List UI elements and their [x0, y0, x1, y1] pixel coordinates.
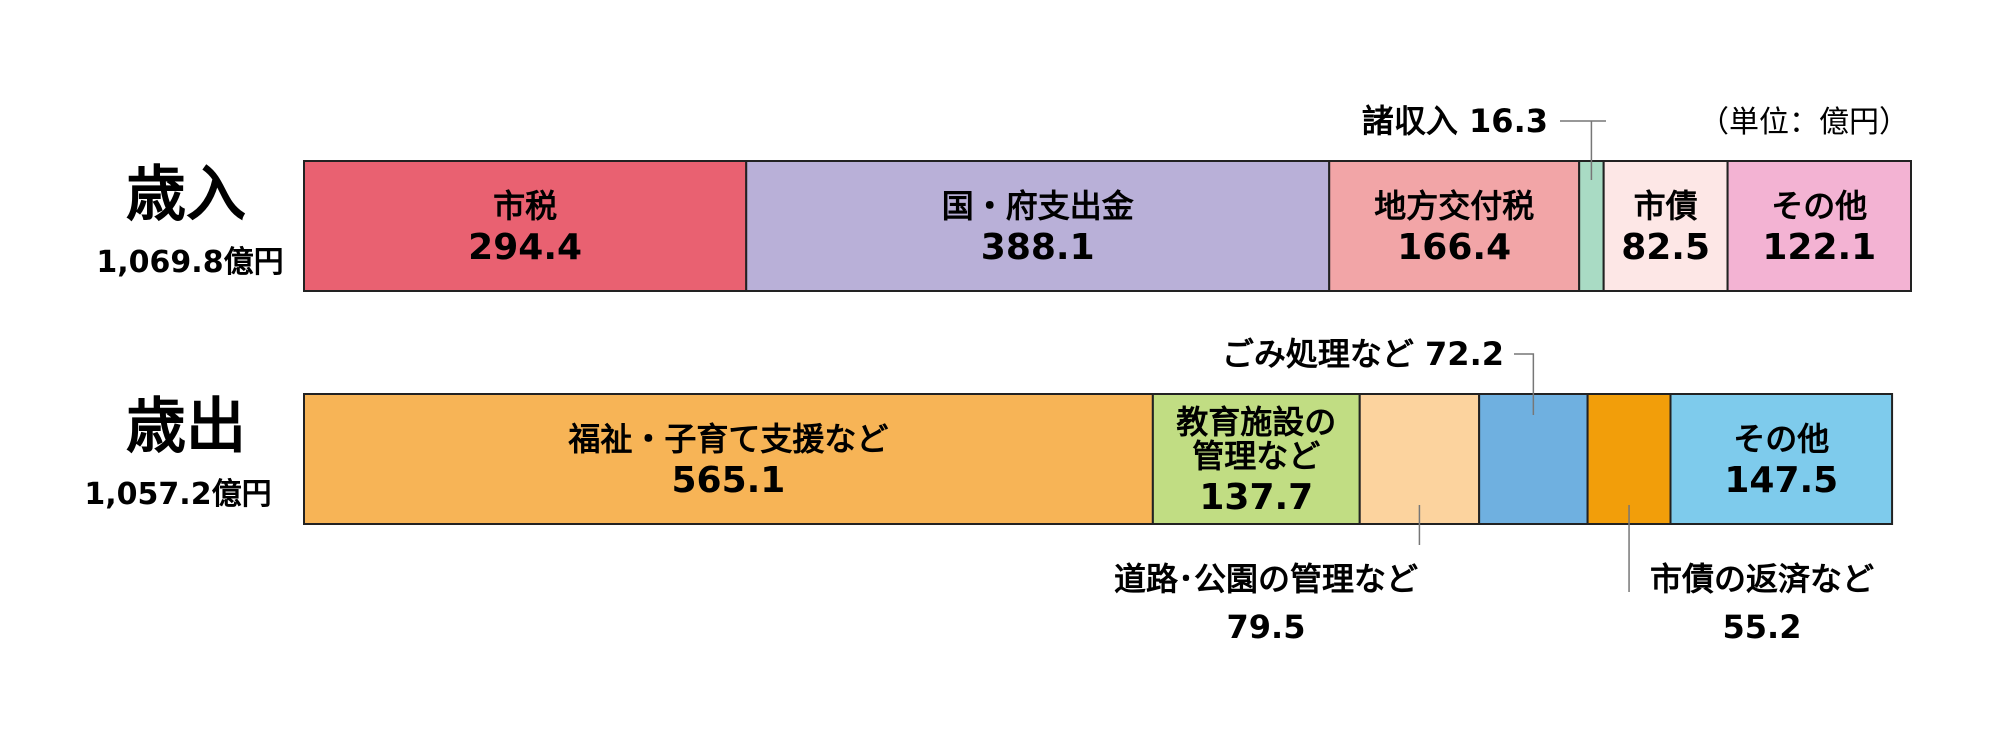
- callout-roads: 道路･公園の管理など: [1114, 560, 1418, 598]
- segment-value-1-0: 565.1: [671, 460, 785, 501]
- segment-value-0-1: 388.1: [981, 227, 1095, 268]
- segment-label-0-0: 市税: [493, 187, 557, 225]
- unit-label: （単位：億円）: [1699, 105, 1909, 140]
- callouts: 諸収入 16.3 ごみ処理など 72.2 道路･公園の管理など 79.5 市債の返済など…: [1114, 102, 1874, 646]
- callout-debt: 市債の返済など: [1650, 560, 1874, 598]
- bar-segment-1-0: [303, 393, 1154, 525]
- segment-value-0-2: 166.4: [1397, 227, 1511, 268]
- segment-label-1-0: 福祉・子育て支援など: [567, 420, 888, 458]
- bar-segment-1-3: [1478, 393, 1589, 525]
- expenditure-title: 歳出: [126, 392, 246, 462]
- leader-misc-income: [1560, 120, 1606, 180]
- segment-value-0-5: 122.1: [1762, 227, 1876, 268]
- revenue-total: 1,069.8億円: [96, 245, 283, 280]
- segment-value-1-5: 147.5: [1724, 460, 1838, 501]
- callout-misc-income: 諸収入 16.3: [1362, 102, 1548, 140]
- revenue-title: 歳入: [126, 160, 246, 230]
- segment-label-0-2: 地方交付税: [1374, 187, 1534, 225]
- segment-value-1-1: 137.7: [1199, 477, 1313, 518]
- segment-label-1-5: その他: [1733, 420, 1829, 458]
- segment-label-0-1: 国・府支出金: [942, 187, 1135, 225]
- bar-segment-0-5: [1726, 160, 1913, 292]
- callout-debt-value: 55.2: [1723, 608, 1802, 646]
- expenditure-total: 1,057.2億円: [84, 477, 271, 512]
- bar-segment-1-4: [1586, 393, 1672, 525]
- segment-label-0-4: 市債: [1634, 187, 1698, 225]
- segment-label-1-1: 管理など: [1192, 437, 1320, 475]
- leader-waste: [1514, 353, 1535, 415]
- segment-value-0-0: 294.4: [468, 227, 582, 268]
- segment-label-0-5: その他: [1771, 187, 1867, 225]
- segment-value-0-4: 82.5: [1621, 227, 1710, 268]
- bar-segment-0-2: [1328, 160, 1581, 292]
- bar-segment-0-4: [1602, 160, 1729, 292]
- bar-segment-1-5: [1669, 393, 1894, 525]
- bar-segment-0-3: [1578, 160, 1605, 292]
- bar-segment-1-2: [1358, 393, 1481, 525]
- callout-waste: ごみ処理など 72.2: [1222, 335, 1504, 373]
- bar-segment-0-1: [745, 160, 1331, 292]
- bar-segment-1-1: [1151, 393, 1361, 525]
- bar-segment-0-0: [303, 160, 748, 292]
- segment-label-1-1: 教育施設の: [1176, 403, 1336, 441]
- callout-roads-value: 79.5: [1227, 608, 1306, 646]
